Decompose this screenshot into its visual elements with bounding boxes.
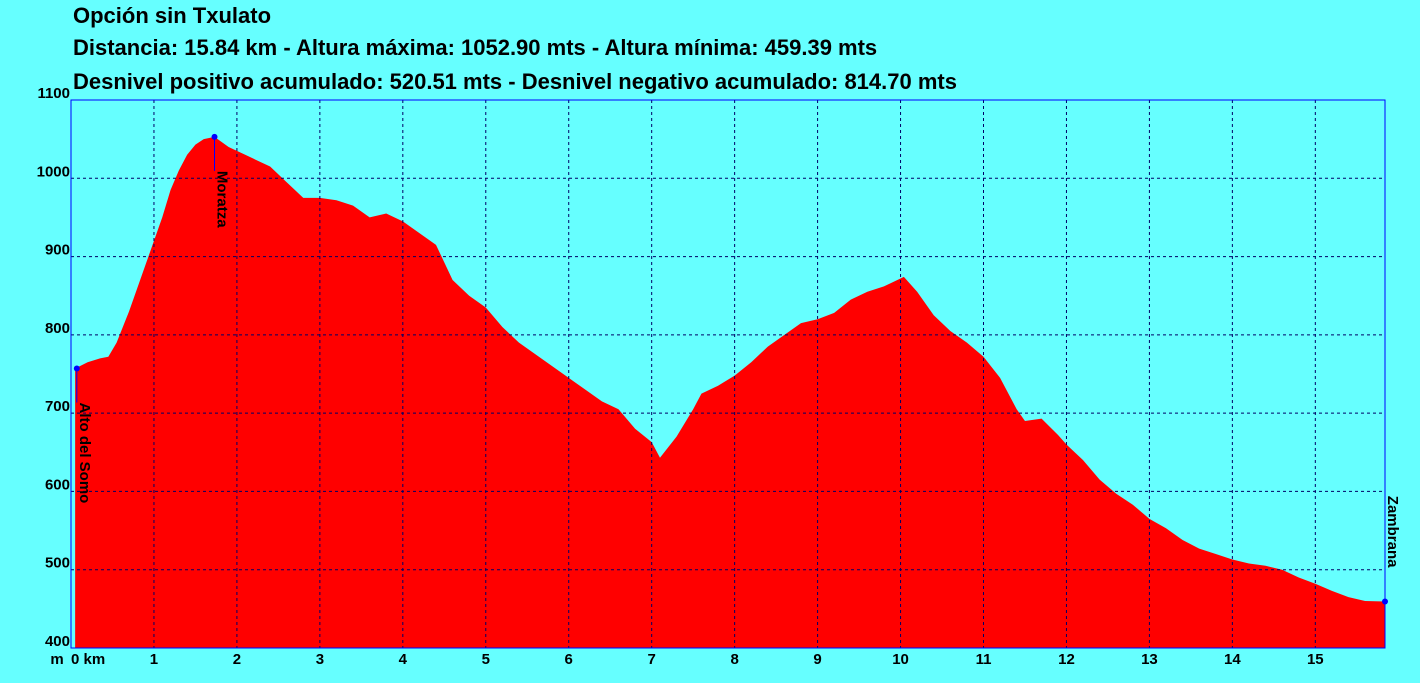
x-tick-label: 12	[1058, 651, 1075, 668]
x-tick-label: 10	[892, 651, 909, 668]
waypoint-marker	[1382, 598, 1388, 605]
waypoint-marker	[211, 133, 218, 140]
waypoint-label: Alto del Somo	[76, 403, 93, 504]
waypoint-label: Zambrana	[1384, 496, 1401, 568]
x-tick-label: 11	[976, 651, 992, 668]
x-tick-label: 5	[482, 651, 490, 668]
x-tick-label: 1	[150, 651, 158, 668]
x-tick-label: 0 km	[71, 651, 105, 668]
y-tick-label: 600	[45, 476, 70, 493]
x-tick-label: 14	[1224, 651, 1241, 668]
y-tick-label: 700	[45, 398, 70, 415]
x-tick-label: 6	[565, 651, 573, 668]
waypoint-marker	[73, 365, 80, 372]
chart-subtitle: Distancia: 15.84 km - Altura máxima: 105…	[73, 35, 877, 60]
y-tick-label: 800	[45, 320, 70, 337]
x-tick-label: 4	[399, 651, 408, 668]
y-tick-label: 1100	[37, 85, 70, 102]
y-axis-label: m	[50, 651, 63, 668]
y-tick-label: 1000	[37, 163, 70, 180]
x-tick-label: 15	[1307, 651, 1324, 668]
x-tick-label: 8	[730, 651, 738, 668]
x-tick-label: 9	[813, 651, 821, 668]
waypoint-label: Moratza	[214, 171, 231, 228]
y-tick-label: 900	[45, 242, 70, 259]
chart-title: Opción sin Txulato	[73, 3, 271, 28]
x-tick-label: 7	[648, 651, 656, 668]
y-tick-label: 400	[45, 633, 70, 650]
chart-subtitle: Desnivel positivo acumulado: 520.51 mts …	[73, 69, 957, 94]
x-tick-label: 3	[316, 651, 324, 668]
x-tick-label: 13	[1141, 651, 1158, 668]
x-tick-label: 2	[233, 651, 241, 668]
y-tick-label: 500	[45, 555, 70, 572]
plot-border	[70, 99, 1386, 649]
